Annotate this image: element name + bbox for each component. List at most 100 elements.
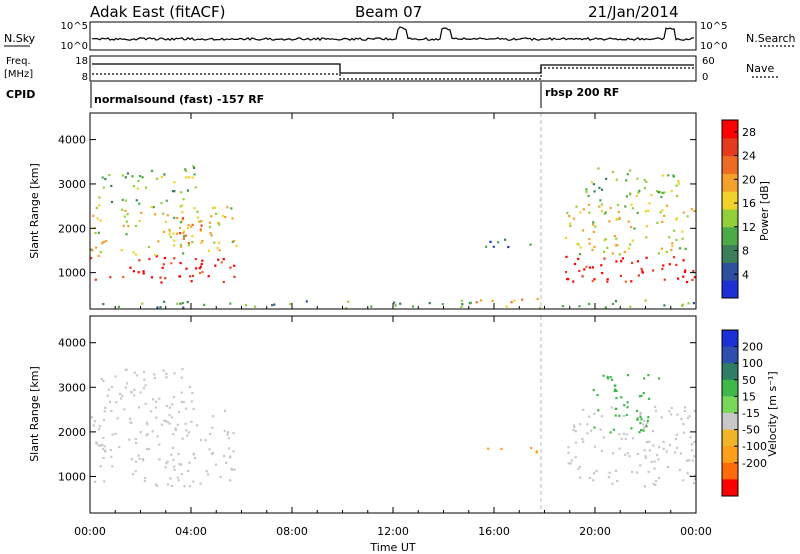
scatter-cell	[643, 187, 646, 190]
scatter-cell	[97, 444, 100, 447]
scatter-cell	[119, 392, 122, 395]
scatter-cell	[573, 425, 576, 428]
scatter-cell	[131, 175, 134, 178]
scatter-cell	[618, 447, 621, 450]
scatter-cell	[578, 253, 582, 256]
scatter-cell	[529, 243, 532, 246]
scatter-cell	[577, 467, 580, 470]
scatter-cell	[585, 265, 588, 268]
scatter-cell	[199, 271, 202, 275]
scatter-cell	[656, 190, 659, 193]
scatter-cell	[682, 259, 685, 262]
scatter-cell	[625, 413, 628, 417]
scatter-cell	[581, 438, 584, 441]
scatter-cell	[624, 205, 627, 208]
colorbar-tick-label: 16	[742, 197, 756, 210]
scatter-cell	[210, 215, 213, 218]
scatter-cell	[114, 432, 117, 435]
scatter-cell	[198, 267, 201, 270]
scatter-cell	[126, 213, 129, 216]
scatter-cell	[179, 302, 182, 305]
scatter-cell	[631, 239, 634, 242]
scatter-cell	[513, 299, 516, 302]
scatter-cell	[191, 274, 195, 277]
nsky-label: N.Sky	[4, 32, 36, 45]
scatter-cell	[102, 436, 105, 440]
scatter-cell	[633, 227, 636, 230]
scatter-cell	[108, 174, 111, 177]
scatter-cell	[148, 447, 151, 451]
scatter-cell	[616, 479, 619, 483]
scatter-cell	[154, 406, 157, 409]
scatter-cell	[129, 417, 132, 420]
scatter-cell	[132, 270, 135, 273]
colorbar-tick-label: 15	[742, 390, 756, 403]
scatter-cell	[500, 447, 503, 450]
scatter-cell	[188, 461, 191, 464]
scatter-cell	[191, 176, 194, 179]
scatter-cell	[672, 174, 675, 177]
scatter-cell	[141, 302, 144, 305]
scatter-cell	[656, 221, 659, 224]
scatter-cell	[165, 376, 168, 379]
scatter-cell	[141, 176, 144, 179]
scatter-cell	[164, 420, 167, 423]
scatter-cell	[609, 376, 612, 379]
scatter-cell	[182, 401, 185, 404]
scatter-cell	[631, 437, 634, 440]
scatter-cell	[179, 221, 183, 224]
scatter-cell	[497, 241, 500, 244]
scatter-cell	[179, 226, 182, 229]
scatter-cell	[678, 247, 682, 250]
scatter-cell	[192, 452, 196, 455]
scatter-cell	[683, 270, 686, 273]
scatter-cell	[670, 190, 673, 193]
y-tick-label: 3000	[58, 381, 86, 394]
scatter-cell	[194, 186, 197, 189]
scatter-cell	[196, 210, 199, 213]
scatter-cell	[605, 177, 608, 180]
scatter-cell	[99, 251, 102, 254]
scatter-cell	[105, 239, 108, 243]
scatter-cell	[209, 432, 212, 435]
scatter-cell	[170, 453, 173, 456]
scatter-cell	[173, 372, 176, 375]
scatter-cell	[143, 378, 146, 381]
scatter-cell	[616, 203, 620, 207]
scatter-cell	[172, 458, 175, 461]
scatter-cell	[124, 386, 127, 389]
scatter-cell	[158, 458, 161, 461]
scatter-cell	[166, 483, 170, 486]
scatter-cell	[636, 418, 639, 421]
scatter-cell	[621, 257, 624, 260]
scatter-cell	[205, 470, 208, 473]
scatter-cell	[123, 408, 126, 411]
scatter-cell	[201, 259, 204, 262]
scatter-cell	[181, 302, 185, 305]
scatter-cell	[592, 183, 595, 186]
scatter-cell	[660, 247, 663, 250]
scatter-cell	[687, 302, 690, 305]
scatter-cell	[175, 232, 179, 235]
scatter-cell	[690, 449, 694, 452]
scatter-cell	[646, 419, 649, 422]
scatter-cell	[135, 441, 138, 445]
scatter-cell	[639, 411, 642, 414]
scatter-cell	[289, 302, 292, 306]
scatter-cell	[110, 385, 113, 389]
scatter-cell	[661, 191, 665, 195]
scatter-cell	[663, 214, 666, 217]
scatter-cell	[225, 461, 228, 464]
scatter-cell	[187, 176, 191, 179]
mhz-label: [MHz]	[4, 69, 33, 80]
scatter-cell	[226, 206, 229, 209]
scatter-cell	[174, 428, 178, 431]
scatter-cell	[190, 225, 193, 228]
scatter-cell	[180, 191, 183, 194]
scatter-cell	[647, 470, 650, 473]
colorbar-tick-label: 28	[742, 126, 756, 139]
scatter-cell	[674, 438, 677, 441]
scatter-cell	[675, 263, 678, 266]
scatter-cell	[158, 443, 161, 446]
scatter-cell	[635, 471, 639, 474]
